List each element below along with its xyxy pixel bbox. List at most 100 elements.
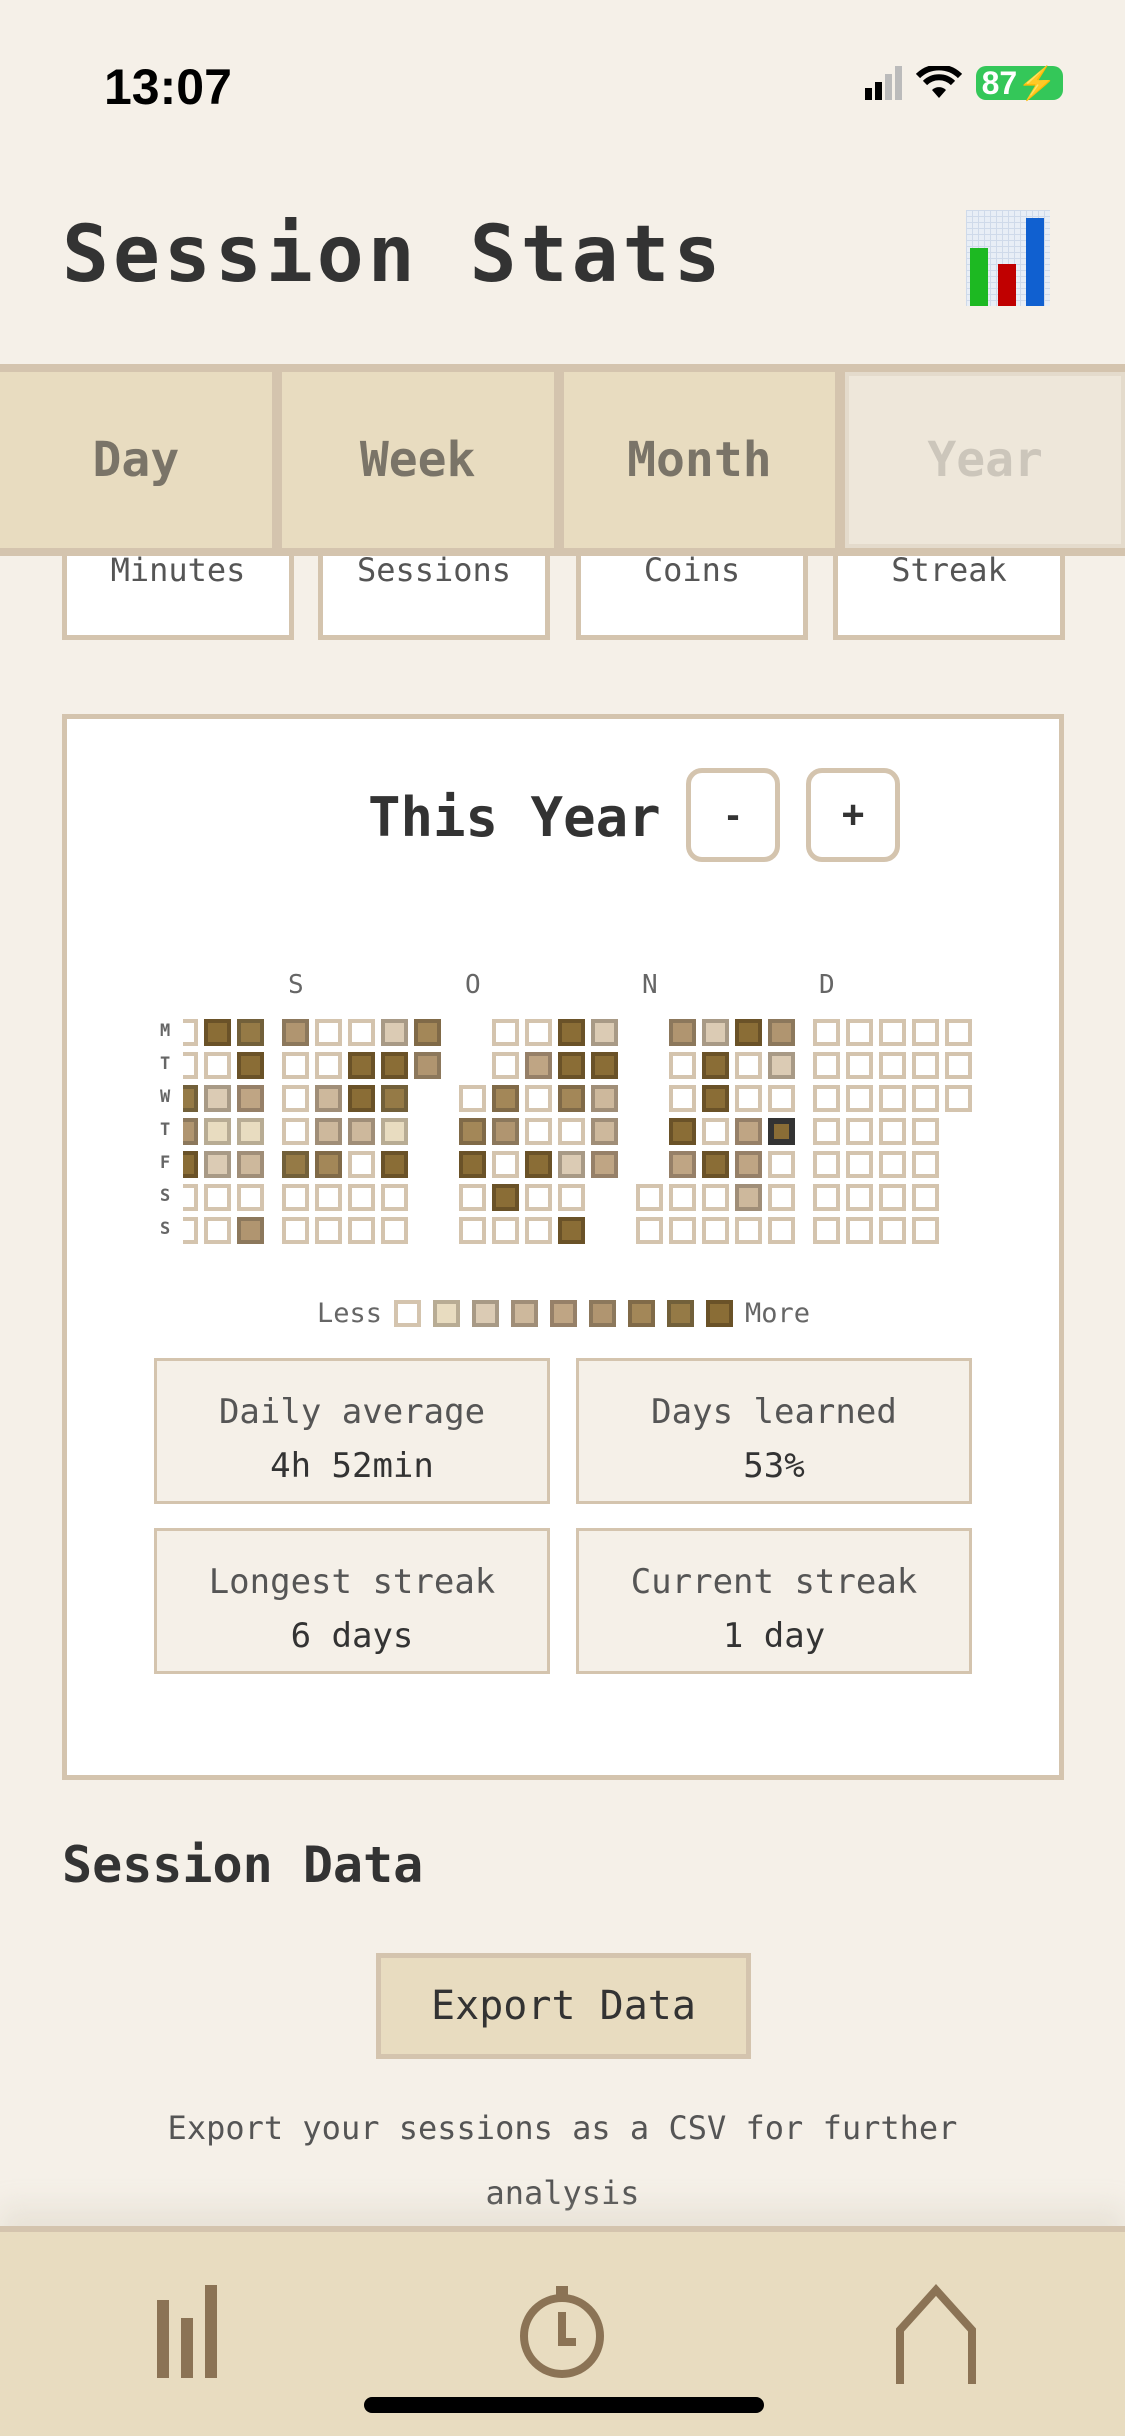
- heatmap-cell[interactable]: [492, 1118, 519, 1145]
- heatmap-cell[interactable]: [735, 1019, 762, 1046]
- heatmap-cell[interactable]: [282, 1118, 309, 1145]
- heatmap-cell[interactable]: [768, 1217, 795, 1244]
- heatmap-cell[interactable]: [735, 1151, 762, 1178]
- heatmap-cell[interactable]: [459, 1085, 486, 1112]
- heatmap-cell[interactable]: [558, 1019, 585, 1046]
- heatmap-cell[interactable]: [912, 1085, 939, 1112]
- heatmap-cell[interactable]: [381, 1085, 408, 1112]
- heatmap-cell[interactable]: [558, 1118, 585, 1145]
- heatmap-cell[interactable]: [381, 1118, 408, 1145]
- heatmap-cell[interactable]: [591, 1019, 618, 1046]
- heatmap-cell[interactable]: [702, 1184, 729, 1211]
- heatmap-cell[interactable]: [813, 1085, 840, 1112]
- heatmap-cell[interactable]: [381, 1019, 408, 1046]
- heatmap-cell[interactable]: [846, 1052, 873, 1079]
- heatmap-cell[interactable]: [492, 1184, 519, 1211]
- heatmap-cell[interactable]: [525, 1085, 552, 1112]
- heatmap-cell[interactable]: [945, 1052, 972, 1079]
- heatmap-cell[interactable]: [945, 1085, 972, 1112]
- heatmap-cell[interactable]: [558, 1085, 585, 1112]
- heatmap-cell[interactable]: [591, 1085, 618, 1112]
- heatmap-cell[interactable]: [879, 1085, 906, 1112]
- heatmap-cell[interactable]: [702, 1217, 729, 1244]
- heatmap-cell-today[interactable]: [768, 1118, 795, 1145]
- heatmap-cell[interactable]: [879, 1184, 906, 1211]
- heatmap-cell[interactable]: [348, 1085, 375, 1112]
- heatmap-cell[interactable]: [348, 1019, 375, 1046]
- heatmap-cell[interactable]: [282, 1019, 309, 1046]
- nav-timer[interactable]: [502, 2272, 622, 2392]
- heatmap-cell[interactable]: [669, 1052, 696, 1079]
- heatmap-cell[interactable]: [183, 1151, 198, 1178]
- heatmap-cell[interactable]: [381, 1151, 408, 1178]
- heatmap-cell[interactable]: [237, 1052, 264, 1079]
- heatmap-cell[interactable]: [237, 1184, 264, 1211]
- heatmap-cell[interactable]: [669, 1151, 696, 1178]
- heatmap-cell[interactable]: [315, 1184, 342, 1211]
- heatmap-cell[interactable]: [282, 1184, 309, 1211]
- heatmap-cell[interactable]: [591, 1151, 618, 1178]
- heatmap-cell[interactable]: [768, 1085, 795, 1112]
- tab-month[interactable]: Month: [563, 372, 836, 548]
- heatmap-cell[interactable]: [813, 1118, 840, 1145]
- heatmap-cell[interactable]: [381, 1184, 408, 1211]
- heatmap-cell[interactable]: [636, 1217, 663, 1244]
- heatmap-cell[interactable]: [348, 1151, 375, 1178]
- heatmap-cell[interactable]: [846, 1085, 873, 1112]
- heatmap-cell[interactable]: [381, 1052, 408, 1079]
- heatmap-cell[interactable]: [768, 1019, 795, 1046]
- heatmap-cell[interactable]: [204, 1118, 231, 1145]
- tab-year[interactable]: Year: [845, 372, 1125, 548]
- heatmap-cell[interactable]: [492, 1217, 519, 1244]
- heatmap-cell[interactable]: [315, 1052, 342, 1079]
- heatmap-cell[interactable]: [204, 1217, 231, 1244]
- tab-day[interactable]: Day: [0, 372, 272, 548]
- previous-year-button[interactable]: -: [686, 768, 780, 862]
- heatmap-cell[interactable]: [912, 1184, 939, 1211]
- heatmap-cell[interactable]: [348, 1118, 375, 1145]
- heatmap-cell[interactable]: [846, 1019, 873, 1046]
- heatmap-cell[interactable]: [492, 1085, 519, 1112]
- heatmap-cell[interactable]: [735, 1085, 762, 1112]
- heatmap-cell[interactable]: [315, 1151, 342, 1178]
- heatmap-cell[interactable]: [768, 1184, 795, 1211]
- bar-chart-icon[interactable]: [966, 210, 1050, 306]
- heatmap-cell[interactable]: [414, 1019, 441, 1046]
- heatmap-cell[interactable]: [459, 1184, 486, 1211]
- heatmap-cell[interactable]: [204, 1019, 231, 1046]
- heatmap-cell[interactable]: [669, 1118, 696, 1145]
- tab-week[interactable]: Week: [281, 372, 554, 548]
- heatmap-cell[interactable]: [558, 1217, 585, 1244]
- heatmap-cell[interactable]: [525, 1019, 552, 1046]
- heatmap-cell[interactable]: [768, 1151, 795, 1178]
- heatmap-cell[interactable]: [525, 1151, 552, 1178]
- heatmap-cell[interactable]: [912, 1019, 939, 1046]
- heatmap-cell[interactable]: [879, 1118, 906, 1145]
- heatmap-cell[interactable]: [879, 1052, 906, 1079]
- heatmap-cell[interactable]: [846, 1184, 873, 1211]
- heatmap-cell[interactable]: [669, 1184, 696, 1211]
- heatmap-cell[interactable]: [459, 1217, 486, 1244]
- heatmap-cell[interactable]: [204, 1184, 231, 1211]
- heatmap-cell[interactable]: [669, 1217, 696, 1244]
- heatmap-cell[interactable]: [813, 1019, 840, 1046]
- heatmap-cell[interactable]: [492, 1019, 519, 1046]
- heatmap-cell[interactable]: [183, 1217, 198, 1244]
- heatmap-cell[interactable]: [879, 1151, 906, 1178]
- heatmap-cell[interactable]: [282, 1151, 309, 1178]
- heatmap-cell[interactable]: [735, 1052, 762, 1079]
- heatmap-cell[interactable]: [204, 1085, 231, 1112]
- heatmap-cell[interactable]: [525, 1118, 552, 1145]
- heatmap-cell[interactable]: [912, 1217, 939, 1244]
- heatmap-cell[interactable]: [183, 1052, 198, 1079]
- heatmap-cell[interactable]: [813, 1151, 840, 1178]
- heatmap-cell[interactable]: [912, 1151, 939, 1178]
- heatmap-cell[interactable]: [414, 1052, 441, 1079]
- heatmap-cell[interactable]: [591, 1052, 618, 1079]
- heatmap-cell[interactable]: [558, 1184, 585, 1211]
- heatmap-cell[interactable]: [492, 1052, 519, 1079]
- heatmap-cell[interactable]: [879, 1019, 906, 1046]
- heatmap-cell[interactable]: [702, 1019, 729, 1046]
- heatmap-cell[interactable]: [183, 1184, 198, 1211]
- heatmap-cell[interactable]: [315, 1118, 342, 1145]
